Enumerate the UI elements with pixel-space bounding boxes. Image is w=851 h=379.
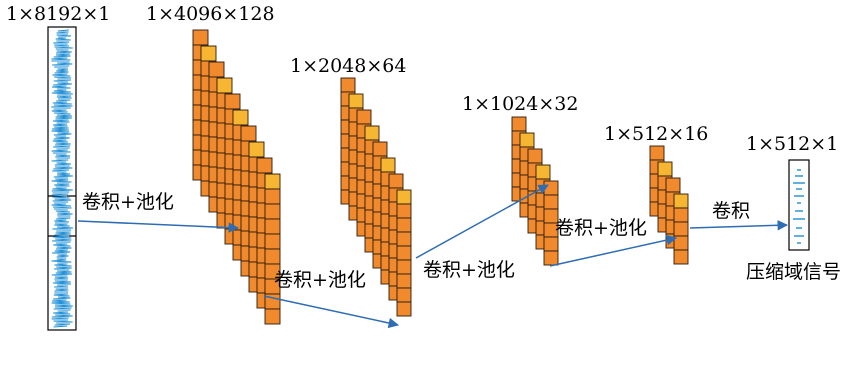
feature-block [264,203,281,220]
feature-block [380,157,396,173]
feature-block [535,164,551,180]
arrow-1 [77,220,240,233]
feature-block [396,189,412,205]
feature-block [340,77,356,93]
feature-block [396,287,412,303]
arrow-4 [549,234,678,267]
op-label-2: 卷积+池化 [274,269,366,291]
feature-stack-1 [192,29,281,325]
feature-block [396,273,412,289]
feature-block [665,177,681,193]
feature-block [264,218,281,235]
feature-block [264,248,281,265]
feature-block [200,45,217,62]
feature-block [673,193,689,209]
feature-block [543,236,559,252]
op-label-5: 卷积 [712,200,750,222]
output-signal [788,159,810,251]
feature-block [396,217,412,233]
feature-block [396,231,412,247]
feature-block [356,109,372,125]
output-dim-label: 1×512×1 [746,133,838,155]
feature-block [396,259,412,275]
arrow-2 [263,295,400,329]
feature-block [232,109,249,126]
feature-block [396,245,412,261]
feature-block [372,141,388,157]
feature-block [208,61,225,78]
feature-block [649,145,665,161]
feature-block [673,207,689,223]
layer2-dim-label: 1×2048×64 [290,55,406,77]
input-dim-label: 1×8192×1 [6,3,110,25]
feature-block [264,308,281,325]
arrow-3 [415,184,549,259]
layer1-dim-label: 1×4096×128 [146,3,275,25]
output-waveform [793,169,805,244]
input-waveform [51,29,74,328]
feature-stack-3 [511,116,559,266]
feature-block [519,132,535,148]
output-label: 压缩域信号 [746,261,841,283]
feature-block [673,221,689,237]
feature-block [543,250,559,266]
feature-block [673,249,689,265]
feature-block [543,180,559,196]
feature-block [364,125,380,141]
feature-block [264,173,281,190]
feature-block [396,203,412,219]
feature-block [543,194,559,210]
feature-block [264,233,281,250]
layer4-dim-label: 1×512×16 [604,123,708,145]
feature-block [511,116,527,132]
layer3-dim-label: 1×1024×32 [462,93,578,115]
feature-block [192,29,209,46]
feature-block [348,93,364,109]
feature-block [264,188,281,205]
op-label-3: 卷积+池化 [423,259,515,281]
feature-block [248,141,265,158]
feature-block [388,173,404,189]
op-label-4: 卷积+池化 [555,217,647,239]
feature-block [527,148,543,164]
feature-stack-2 [340,77,412,317]
feature-block [240,125,257,142]
op-label-1: 卷积+池化 [82,191,174,213]
feature-block [673,235,689,251]
feature-block [256,157,273,174]
feature-block [657,161,673,177]
feature-stack-4 [649,145,689,265]
feature-block [216,77,233,94]
feature-block [224,93,241,110]
arrow-5 [689,220,789,231]
feature-block [396,301,412,317]
input-signal [47,26,77,331]
